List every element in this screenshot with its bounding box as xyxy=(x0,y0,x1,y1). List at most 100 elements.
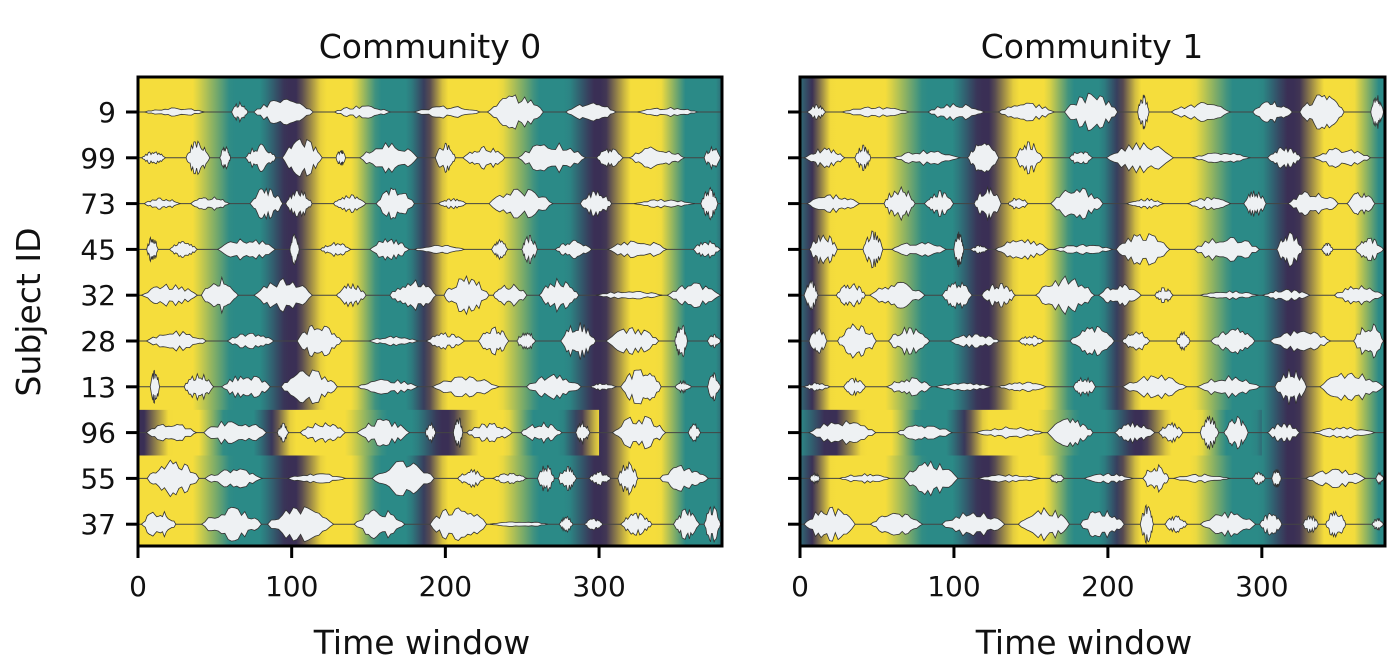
amplitude-envelope xyxy=(1223,415,1249,450)
amplitude-envelope xyxy=(1199,511,1257,538)
amplitude-envelope xyxy=(903,460,959,497)
amplitude-envelope xyxy=(1287,191,1339,217)
amplitude-envelope xyxy=(356,418,411,447)
amplitude-envelope xyxy=(1271,468,1282,489)
amplitude-envelope xyxy=(1050,187,1104,220)
amplitude-envelope xyxy=(1072,376,1096,398)
amplitude-envelope xyxy=(1261,288,1311,302)
amplitude-envelope xyxy=(1017,506,1070,542)
amplitude-envelope xyxy=(521,234,538,264)
panel-community-1: Community 1 0 100 200 300 Time window xyxy=(788,27,1387,662)
amplitude-envelope xyxy=(628,146,686,170)
amplitude-envelope xyxy=(1312,426,1376,439)
amplitude-envelope xyxy=(299,422,346,444)
amplitude-envelope xyxy=(267,506,335,543)
amplitude-envelope xyxy=(1035,275,1096,316)
amplitude-envelope xyxy=(1321,242,1334,257)
amplitude-envelope xyxy=(146,459,200,498)
x-tick-label: 200 xyxy=(419,570,472,603)
amplitude-envelope xyxy=(1276,231,1303,268)
y-tick-label: 28 xyxy=(80,325,116,358)
amplitude-envelope xyxy=(659,465,709,492)
amplitude-envelope xyxy=(221,375,271,399)
y-tick-label: 37 xyxy=(80,508,116,541)
amplitude-envelope xyxy=(443,275,490,316)
amplitude-envelope xyxy=(1080,509,1125,539)
amplitude-envelope xyxy=(1259,512,1283,536)
amplitude-envelope xyxy=(595,291,663,300)
amplitude-envelope xyxy=(809,472,821,485)
amplitude-envelope xyxy=(335,282,367,308)
y-tick-label: 45 xyxy=(80,233,116,266)
amplitude-envelope xyxy=(143,107,205,117)
x-tick-label: 300 xyxy=(572,570,625,603)
amplitude-envelope xyxy=(802,382,831,392)
amplitude-envelope xyxy=(486,94,544,130)
amplitude-envelope xyxy=(808,420,877,446)
amplitude-envelope xyxy=(462,145,506,170)
amplitude-envelope xyxy=(1158,421,1184,444)
amplitude-envelope xyxy=(146,236,159,263)
amplitude-envelope xyxy=(491,472,529,485)
amplitude-envelope xyxy=(967,142,1000,174)
amplitude-envelope xyxy=(1052,243,1114,255)
amplitude-envelope xyxy=(1325,510,1347,539)
amplitude-envelope xyxy=(253,277,313,313)
amplitude-envelope xyxy=(1266,422,1301,443)
amplitude-envelope xyxy=(333,105,392,119)
amplitude-envelope xyxy=(140,510,177,538)
amplitude-envelope xyxy=(636,106,699,118)
amplitude-envelope xyxy=(687,422,702,443)
amplitude-envelope xyxy=(356,378,419,395)
amplitude-envelope xyxy=(389,279,437,312)
amplitude-envelope xyxy=(296,324,343,358)
amplitude-envelope xyxy=(606,240,668,259)
amplitude-envelope xyxy=(537,464,555,492)
amplitude-envelope xyxy=(808,328,828,354)
amplitude-envelope xyxy=(973,185,1002,222)
x-axis-ticks: 0 100 200 300 xyxy=(791,546,1289,603)
amplitude-envelope xyxy=(579,189,613,218)
amplitude-envelope xyxy=(975,426,1044,439)
amplitude-envelope xyxy=(923,190,954,217)
amplitude-envelope xyxy=(490,238,509,261)
amplitude-envelope xyxy=(869,512,924,536)
amplitude-envelope xyxy=(425,421,437,444)
amplitude-envelope xyxy=(285,189,313,218)
amplitude-envelope xyxy=(981,282,1016,308)
amplitude-envelope xyxy=(1170,102,1232,122)
amplitude-envelope xyxy=(674,379,692,395)
amplitude-envelope xyxy=(837,323,877,359)
amplitude-envelope xyxy=(1199,290,1259,301)
amplitude-envelope xyxy=(226,332,275,350)
x-axis-label: Time window xyxy=(975,623,1192,662)
amplitude-envelope xyxy=(994,238,1050,260)
amplitude-envelope xyxy=(620,369,662,405)
amplitude-envelope xyxy=(617,460,639,496)
amplitude-envelope xyxy=(353,509,406,540)
amplitude-envelope xyxy=(893,149,962,166)
amplitude-envelope xyxy=(557,465,577,491)
amplitude-envelope xyxy=(516,332,536,350)
amplitude-envelope xyxy=(412,105,481,119)
amplitude-envelope xyxy=(1196,375,1261,399)
amplitude-envelope xyxy=(281,138,323,178)
amplitude-envelope xyxy=(219,145,231,170)
amplitude-envelope xyxy=(477,326,510,356)
amplitude-envelope xyxy=(949,333,1001,349)
amplitude-envelope xyxy=(1105,141,1174,174)
phase-background xyxy=(138,77,722,546)
amplitude-envelope xyxy=(941,281,973,310)
amplitude-envelope xyxy=(891,241,947,257)
plot-area xyxy=(800,77,1385,546)
amplitude-envelope xyxy=(201,506,262,542)
amplitude-envelope xyxy=(1333,284,1384,306)
amplitude-envelope xyxy=(1121,331,1151,351)
amplitude-envelope xyxy=(1139,503,1154,545)
amplitude-envelope xyxy=(1267,146,1302,170)
amplitude-envelope xyxy=(596,148,624,168)
amplitude-envelope xyxy=(1154,287,1174,304)
amplitude-envelope xyxy=(1299,94,1345,130)
amplitude-envelope xyxy=(1069,325,1115,357)
amplitude-envelope xyxy=(1121,374,1188,400)
